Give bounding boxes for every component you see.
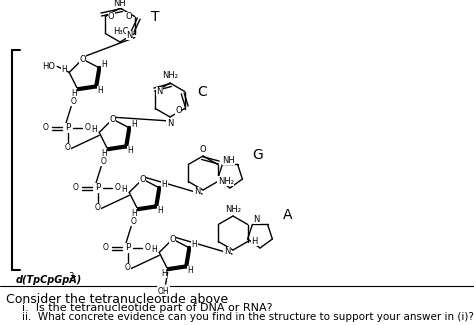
Text: Consider the tetranucleotide above: Consider the tetranucleotide above <box>6 293 228 306</box>
Text: O: O <box>100 157 107 166</box>
Text: ii.  What concrete evidence can you find in the structure to support your answer: ii. What concrete evidence can you find … <box>22 312 474 322</box>
Text: H: H <box>131 209 137 218</box>
Text: H: H <box>151 245 157 254</box>
Text: P: P <box>95 184 100 192</box>
Text: N: N <box>253 215 260 224</box>
Text: H: H <box>101 149 107 158</box>
Text: N: N <box>167 119 173 127</box>
Text: NH: NH <box>222 156 235 165</box>
Text: O: O <box>95 203 101 213</box>
Text: H: H <box>187 266 193 275</box>
Text: O: O <box>175 106 182 115</box>
Text: C: C <box>197 85 207 99</box>
Text: HO: HO <box>42 62 55 71</box>
Text: H: H <box>131 120 137 129</box>
Text: H: H <box>121 185 127 194</box>
Text: O: O <box>65 144 71 152</box>
Text: H: H <box>97 86 103 95</box>
Text: O: O <box>131 217 137 226</box>
Text: O: O <box>71 97 77 106</box>
Text: O: O <box>79 55 86 64</box>
Text: P: P <box>125 243 131 253</box>
Text: H: H <box>71 89 76 98</box>
Text: O: O <box>43 124 49 133</box>
Text: O: O <box>109 115 116 124</box>
Text: O: O <box>139 175 146 184</box>
Text: 3-: 3- <box>68 272 76 281</box>
Text: O: O <box>126 12 132 21</box>
Text: H: H <box>191 240 197 249</box>
Text: H: H <box>101 60 107 69</box>
Text: O: O <box>73 184 79 192</box>
Text: H₃C: H₃C <box>113 27 129 36</box>
Text: H: H <box>128 146 133 155</box>
Text: N: N <box>127 31 133 40</box>
Text: O: O <box>145 243 151 253</box>
Text: H: H <box>91 125 97 134</box>
Text: O: O <box>115 184 121 192</box>
Text: d(TpCpGpA): d(TpCpGpA) <box>16 275 82 285</box>
Text: N: N <box>156 87 163 96</box>
Text: NH₂: NH₂ <box>218 176 234 186</box>
Text: OH: OH <box>158 287 169 296</box>
Text: i.  Is the tetranucleotide part of DNA or RNA?: i. Is the tetranucleotide part of DNA or… <box>22 303 273 313</box>
Text: P: P <box>65 124 71 133</box>
Text: O: O <box>85 124 91 133</box>
Text: H: H <box>162 180 167 189</box>
Text: NH₂: NH₂ <box>162 72 178 81</box>
Text: NH₂: NH₂ <box>225 205 241 214</box>
Text: NH: NH <box>114 0 127 7</box>
Text: H: H <box>161 269 166 278</box>
Text: O: O <box>169 235 176 244</box>
Text: N: N <box>194 188 200 197</box>
Text: A: A <box>283 208 293 222</box>
Text: H: H <box>157 206 163 215</box>
Text: O: O <box>103 243 109 253</box>
Text: N: N <box>224 248 230 256</box>
Text: H: H <box>251 237 258 245</box>
Text: O: O <box>200 146 206 154</box>
Text: O: O <box>125 264 131 272</box>
Text: T: T <box>151 10 159 24</box>
Text: H: H <box>61 65 67 74</box>
Text: O: O <box>108 12 115 21</box>
Text: G: G <box>253 148 264 162</box>
